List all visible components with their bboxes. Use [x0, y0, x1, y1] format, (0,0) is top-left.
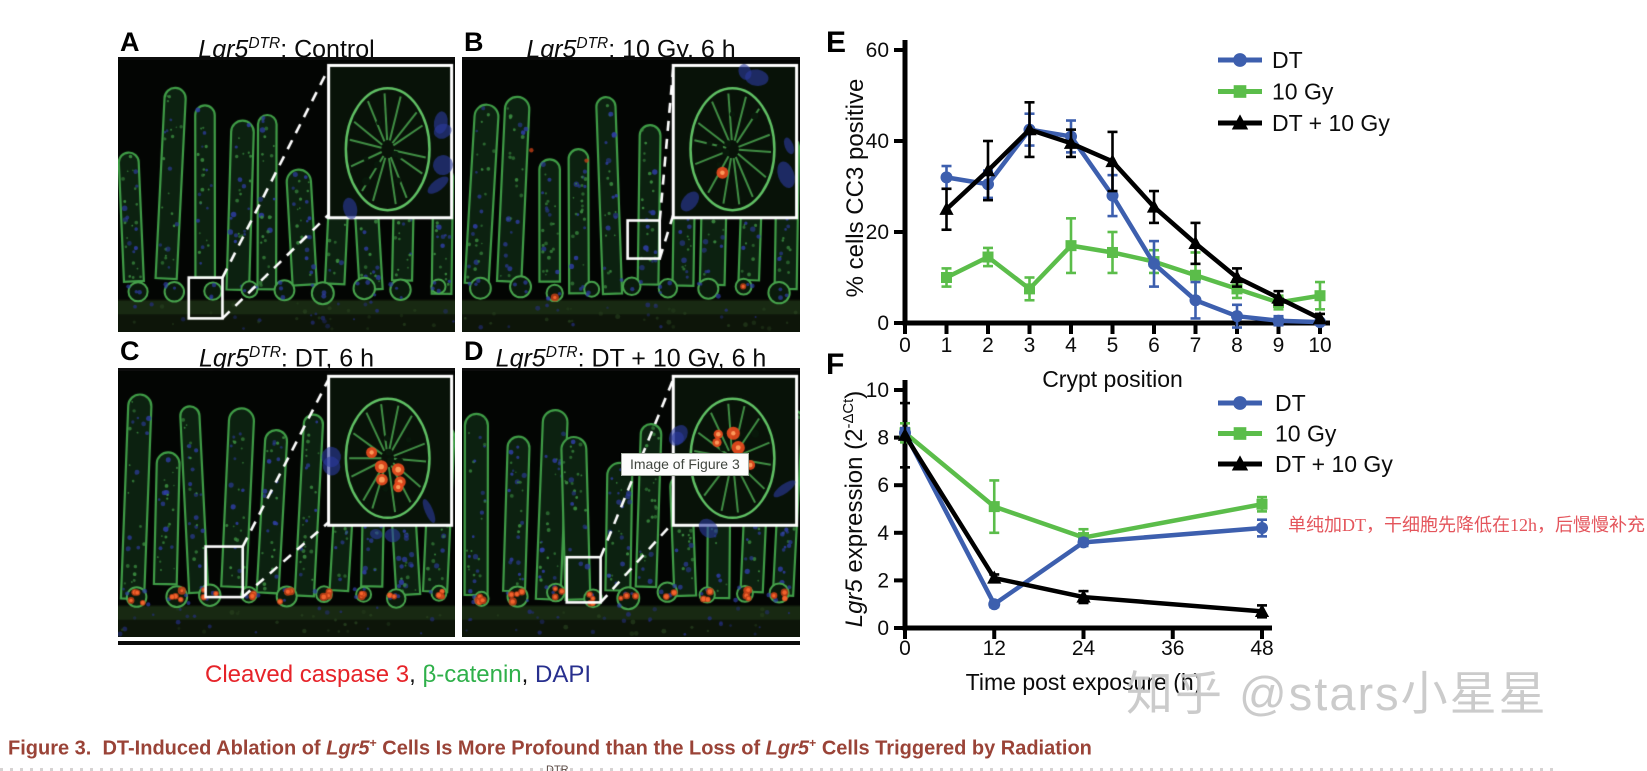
- panel-d-title: Lgr5DTR: DT + 10 Gy, 6 h: [495, 344, 767, 373]
- svg-text:10: 10: [1308, 334, 1331, 357]
- panel-d-header: D Lgr5DTR: DT + 10 Gy, 6 h: [462, 336, 800, 373]
- panel-a-header: A Lgr5DTR: Control: [118, 27, 455, 64]
- panel-b-letter: B: [464, 27, 484, 57]
- panel-c-letter: C: [120, 336, 140, 366]
- panel-a-title: Lgr5DTR: Control: [198, 35, 375, 64]
- svg-text:DT: DT: [1272, 47, 1303, 73]
- svg-text:10 Gy: 10 Gy: [1272, 79, 1334, 105]
- svg-text:DT + 10 Gy: DT + 10 Gy: [1272, 110, 1390, 136]
- panel-a-letter: A: [120, 27, 140, 57]
- panel-e-letter: E: [826, 26, 847, 59]
- svg-text:2: 2: [877, 569, 889, 592]
- svg-text:10: 10: [866, 379, 889, 402]
- panel-f-letter: F: [826, 348, 845, 381]
- svg-text:10 Gy: 10 Gy: [1275, 421, 1337, 447]
- svg-text:0: 0: [899, 334, 911, 357]
- micrograph-bottom-rule: [118, 641, 800, 645]
- chart-f-y-axis-label: Lgr5 expression (2-ΔCt): [841, 390, 868, 628]
- svg-text:0: 0: [877, 617, 889, 640]
- svg-text:DT + 10 Gy: DT + 10 Gy: [1275, 451, 1393, 477]
- svg-text:DT: DT: [1275, 390, 1306, 416]
- stain-caption: Cleaved caspase 3, β-catenin, DAPI: [204, 661, 592, 688]
- svg-text:36: 36: [1161, 637, 1184, 660]
- panel-b-title: Lgr5DTR: 10 Gy, 6 h: [526, 35, 736, 64]
- figure-caption: Figure 3. DT-Induced Ablation of Lgr5+ C…: [8, 736, 1092, 760]
- svg-text:9: 9: [1273, 334, 1285, 357]
- svg-text:48: 48: [1250, 637, 1273, 660]
- svg-text:24: 24: [1072, 637, 1096, 660]
- svg-text:40: 40: [866, 130, 889, 153]
- svg-text:4: 4: [877, 522, 889, 545]
- svg-text:8: 8: [1231, 334, 1243, 357]
- panel-a-micrograph: [118, 60, 455, 332]
- panel-b-micrograph: [462, 60, 800, 332]
- svg-text:1: 1: [941, 334, 953, 357]
- svg-text:7: 7: [1190, 334, 1202, 357]
- svg-text:12: 12: [983, 637, 1006, 660]
- svg-text:2: 2: [982, 334, 994, 357]
- svg-text:20: 20: [866, 221, 889, 244]
- chart-f-x-axis-label: Time post exposure (h): [965, 669, 1202, 695]
- cropped-text-line: DTR: [0, 764, 1560, 771]
- panel-c-micrograph: [118, 371, 455, 637]
- svg-text:4: 4: [1065, 334, 1077, 357]
- svg-text:3: 3: [1024, 334, 1036, 357]
- svg-text:8: 8: [877, 427, 889, 450]
- cropped-text-fragment: DTR: [546, 764, 569, 771]
- svg-text:5: 5: [1107, 334, 1119, 357]
- panel-c-header: C Lgr5DTR: DT, 6 h: [118, 336, 455, 373]
- image-tooltip: Image of Figure 3: [621, 453, 749, 476]
- svg-text:6: 6: [877, 474, 889, 497]
- watermark-text: 知乎 @stars小星星: [1126, 667, 1548, 720]
- panel-d-micrograph: [462, 371, 800, 637]
- panel-c-title: Lgr5DTR: DT, 6 h: [199, 344, 374, 373]
- svg-text:0: 0: [899, 637, 911, 660]
- annotation-text: 单纯加DT，干细胞先降低在12h，后慢慢补充: [1288, 515, 1645, 535]
- panel-d-letter: D: [464, 336, 484, 366]
- chart-e-y-axis-label: % cells CC3 positive: [842, 78, 869, 298]
- chart-e-x-axis-label: Crypt position: [1042, 366, 1183, 392]
- svg-text:0: 0: [877, 312, 889, 335]
- panel-b-header: B Lgr5DTR: 10 Gy, 6 h: [462, 27, 800, 64]
- svg-text:60: 60: [866, 39, 889, 62]
- svg-text:6: 6: [1148, 334, 1160, 357]
